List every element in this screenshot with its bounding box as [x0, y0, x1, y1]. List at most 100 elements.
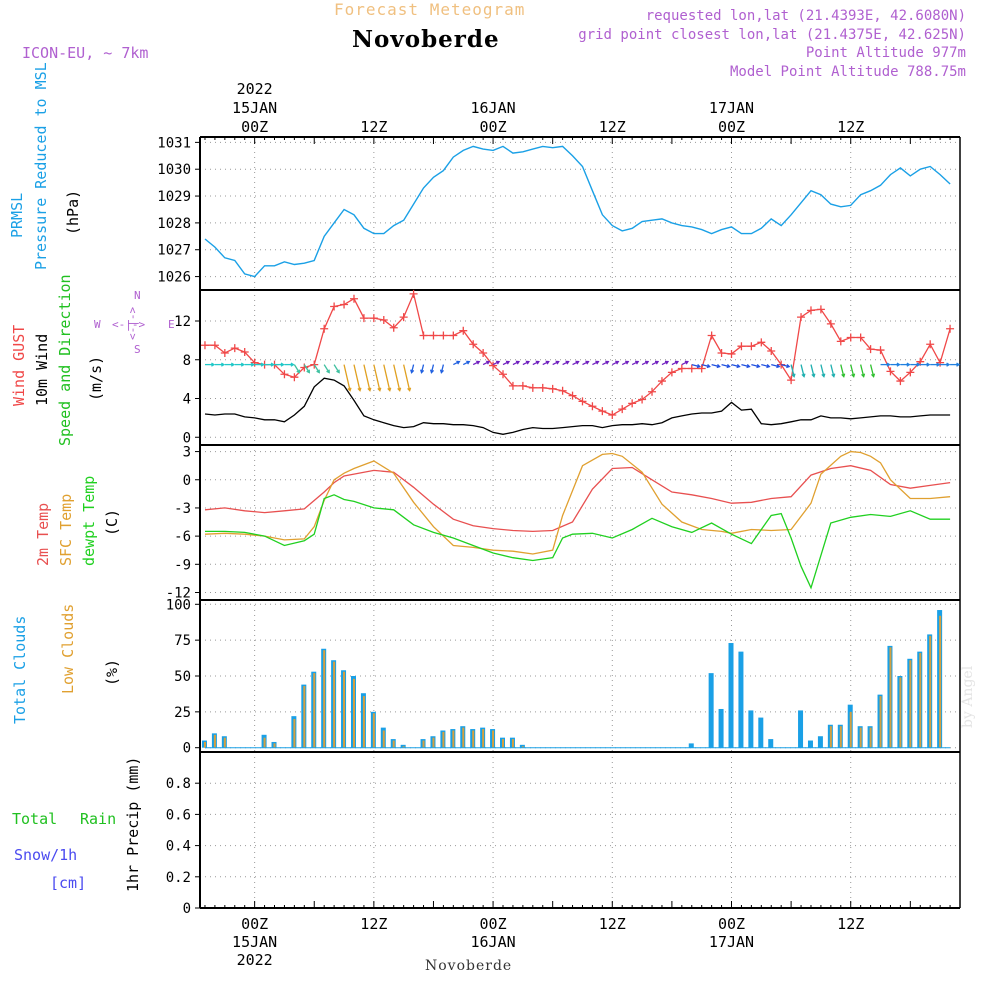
low-cloud-bar	[859, 727, 862, 748]
wind-direction-arrow	[313, 364, 320, 373]
gust-point	[876, 346, 885, 355]
gust-point	[936, 358, 945, 367]
top-time-label: 12Z	[360, 118, 387, 136]
wind-direction-arrowhead	[716, 364, 721, 369]
wind-direction-arrowhead	[220, 362, 226, 367]
bottom-time-label: 12Z	[360, 915, 387, 933]
low-cloud-bar	[263, 737, 266, 748]
low-cloud-bar	[273, 743, 276, 748]
wind-direction-arrowhead	[791, 373, 796, 378]
wind-direction-arrow	[410, 364, 415, 373]
precip-ytick-label: 0	[183, 901, 191, 917]
bottom-time-label: 12Z	[599, 915, 626, 933]
wind-direction-arrowhead	[706, 364, 711, 369]
gust-point	[737, 342, 746, 351]
pressure-ytick-label: 1029	[157, 189, 191, 205]
precip-ytick-label: 0.2	[166, 870, 191, 886]
gust-point	[608, 410, 617, 419]
temp-ytick-label: 0	[183, 473, 191, 489]
pressure-ytick-label: 1030	[157, 162, 191, 178]
wind-direction-arrow	[333, 364, 340, 373]
footer-location: Novoberde	[425, 958, 513, 974]
low-cloud-bar	[352, 678, 355, 748]
precip-ytick-label: 0.6	[166, 807, 191, 823]
wind-direction-arrowhead	[439, 369, 444, 374]
gust-point	[836, 337, 845, 346]
pressure-line	[204, 145, 951, 278]
low-cloud-bar	[919, 653, 922, 748]
wind-direction-arrowhead	[736, 364, 741, 369]
wind-direction-arrow	[850, 364, 855, 377]
gust-point	[359, 314, 368, 323]
gust-point	[598, 407, 607, 416]
gust-point	[200, 341, 209, 350]
wind-direction-arrow	[373, 364, 381, 391]
gust-point	[806, 306, 815, 315]
compass-we-arrows: <-|->	[112, 318, 146, 331]
wind-direction-arrowhead	[407, 387, 412, 392]
wind-direction-arrowhead	[240, 362, 246, 367]
product-title: Forecast Meteogram	[334, 0, 526, 19]
low-cloud-bar	[879, 696, 882, 748]
sfc-temp-line	[204, 450, 951, 555]
gust-point	[349, 294, 358, 303]
temp-ytick-label: -3	[174, 501, 191, 517]
low-cloud-bar	[939, 615, 942, 748]
gust-point	[588, 402, 597, 411]
wind-direction-arrowhead	[306, 369, 310, 374]
gust-point	[469, 340, 478, 349]
low-cloud-bar	[402, 746, 405, 748]
wind-direction-arrow	[323, 364, 330, 373]
wind-direction-arrow	[781, 363, 790, 368]
wind-direction-arrowhead	[674, 360, 680, 365]
wind-direction-arrowhead	[525, 360, 531, 365]
gust-point	[677, 364, 686, 373]
gust-point	[330, 302, 339, 311]
wind-direction-arrowhead	[645, 360, 650, 365]
gust-point	[369, 314, 378, 323]
bottom-time-label: 16JAN	[470, 933, 515, 951]
wind-direction-arrow	[383, 364, 391, 391]
low-cloud-bar	[313, 673, 316, 748]
low-cloud-bar	[372, 713, 375, 748]
wind-direction-arrowhead	[801, 373, 806, 378]
wind-direction-arrow	[761, 363, 770, 368]
clouds-ytick-label: 0	[183, 741, 191, 757]
wind-direction-arrow	[820, 364, 825, 377]
low-cloud-bar	[869, 727, 872, 748]
wind-direction-arrowhead	[605, 360, 610, 365]
wind-ytick-label: 0	[183, 430, 191, 446]
total-cloud-bar	[708, 673, 714, 748]
gust-point	[419, 331, 428, 340]
wind-direction-arrowhead	[726, 364, 731, 369]
wind-direction-arrow	[860, 364, 865, 377]
wind-direction-arrow	[691, 363, 700, 368]
low-cloud-bar	[521, 746, 524, 748]
total-cloud-bar	[728, 643, 734, 748]
total-cloud-bar	[768, 739, 774, 748]
gust-point	[499, 370, 508, 379]
wind-direction-arrowhead	[270, 362, 275, 367]
temp-ytick-label: 3	[183, 445, 191, 461]
gust-point	[767, 347, 776, 356]
wind-direction-arrowhead	[515, 360, 521, 365]
wind-direction-arrowhead	[211, 362, 216, 367]
location-title: Novoberde	[352, 26, 500, 53]
low-cloud-bar	[839, 726, 842, 748]
wind-direction-arrowhead	[357, 387, 362, 392]
gust-point	[797, 313, 806, 322]
top-time-label: 15JAN	[232, 99, 277, 117]
low-cloud-bar	[343, 671, 346, 748]
wind-direction-arrowhead	[585, 360, 590, 365]
wind-direction-arrowhead	[664, 360, 670, 365]
gust-point	[379, 316, 388, 325]
low-cloud-bar	[382, 730, 385, 748]
wind-direction-arrowhead	[851, 373, 856, 378]
model-altitude: Model Point Altitude 788.75m	[729, 64, 966, 80]
gust-point	[946, 324, 955, 333]
gust-point	[489, 361, 498, 370]
low-cloud-bar	[502, 739, 505, 748]
wind-direction-arrow	[430, 364, 435, 373]
gust-point	[280, 370, 289, 379]
